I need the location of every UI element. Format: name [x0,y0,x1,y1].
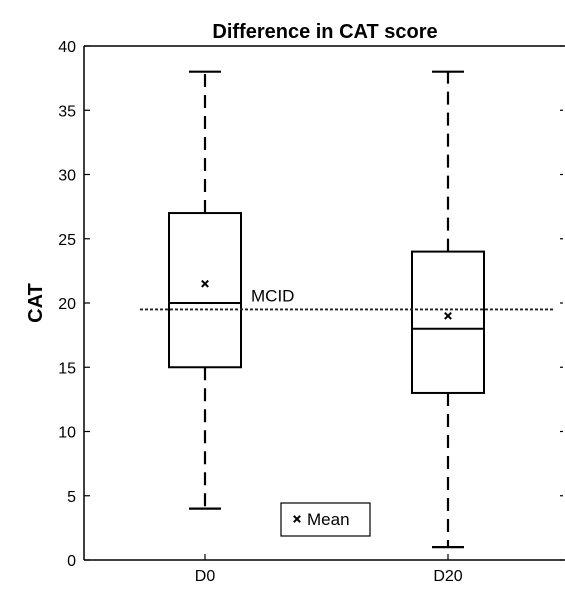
legend-mean-marker [293,515,301,523]
y-tick-label: 30 [58,168,76,185]
y-tick-label: 0 [67,553,76,570]
legend: Mean [280,502,371,537]
y-tick-label: 20 [58,296,76,313]
mean-marker [201,279,209,288]
x-tick-label: D0 [195,568,216,585]
mcid-label: MCID [251,286,294,305]
x-tick-label: D20 [433,568,462,585]
y-tick-label: 40 [58,39,76,56]
y-axis-label: CAT [25,283,47,323]
box-D20 [411,70,485,549]
iqr-box [168,212,242,369]
y-tick-label: 25 [58,232,76,249]
y-tick-label: 10 [58,425,76,442]
y-tick-label: 5 [67,489,76,506]
legend-label: Mean [307,510,350,529]
iqr-box [411,250,485,394]
y-tick-label: 35 [58,103,76,120]
y-tick-label: 15 [58,360,76,377]
mean-marker [444,311,452,320]
box-D0 [168,70,242,510]
chart-title: Difference in CAT score [212,21,437,43]
